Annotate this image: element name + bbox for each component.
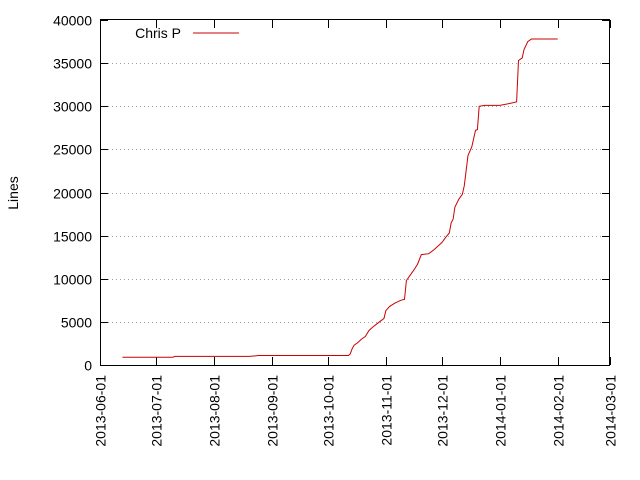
y-tick-label: 5000 [61, 315, 92, 331]
legend-entry-label: Chris P [135, 25, 181, 41]
y-axis-tick-labels: 0 5000 10000 15000 20000 25000 30000 35000 40000 [53, 13, 92, 374]
x-tick-label: 2013-08-01 [207, 375, 223, 447]
series-line [122, 38, 558, 358]
x-tick-label: 2013-10-01 [321, 375, 337, 447]
x-tick-label: 2014-02-01 [551, 375, 567, 447]
y-tick-label: 30000 [53, 99, 92, 115]
y-tick-label: 40000 [53, 13, 92, 29]
y-tick-label: 15000 [53, 229, 92, 245]
plot-frame [100, 19, 610, 366]
axis-ticks [100, 20, 611, 366]
y-tick-label: 20000 [53, 186, 92, 202]
series-lines [122, 38, 558, 358]
y-axis-label: Lines [5, 176, 21, 209]
x-tick-label: 2013-12-01 [435, 375, 451, 447]
x-tick-label: 2013-06-01 [93, 375, 109, 447]
x-axis-tick-labels: 2013-06-01 2013-07-01 2013-08-01 2013-09-01… [93, 375, 619, 447]
grid-lines [100, 63, 610, 323]
y-tick-label: 0 [84, 358, 92, 374]
x-tick-label: 2013-07-01 [149, 375, 165, 447]
y-tick-label: 35000 [53, 56, 92, 72]
legend: Chris P [135, 25, 239, 41]
x-tick-label: 2013-09-01 [265, 375, 281, 447]
y-tick-label: 10000 [53, 272, 92, 288]
x-tick-label: 2013-11-01 [379, 375, 395, 446]
x-tick-label: 2014-03-01 [603, 375, 619, 447]
y-tick-label: 25000 [53, 142, 92, 158]
x-tick-label: 2014-01-01 [493, 375, 509, 447]
